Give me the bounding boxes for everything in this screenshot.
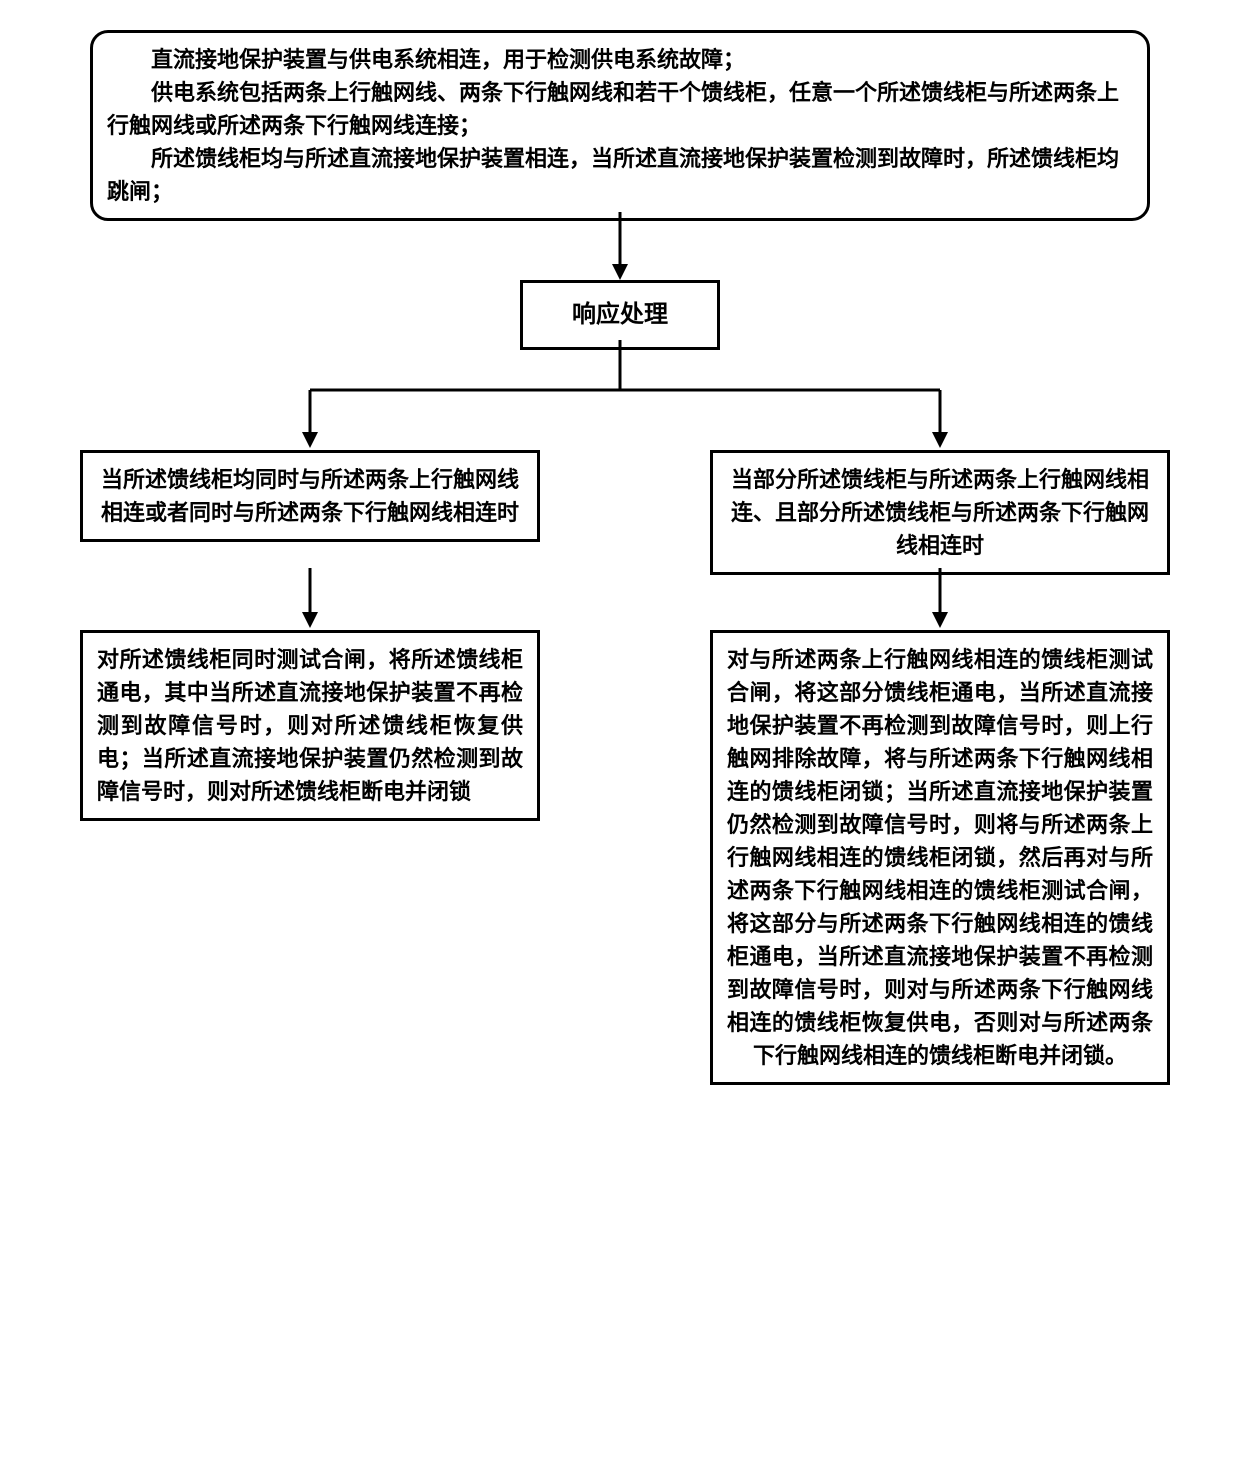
node-left-detail-text: 对所述馈线柜同时测试合闸，将所述馈线柜通电，其中当所述直流接地保护装置不再检测到… (97, 647, 523, 804)
node-right-detail-text: 对与所述两条上行触网线相连的馈线柜测试合闸，将这部分馈线柜通电，当所述直流接地保… (727, 647, 1153, 1068)
node-left-detail: 对所述馈线柜同时测试合闸，将所述馈线柜通电，其中当所述直流接地保护装置不再检测到… (80, 630, 540, 821)
node-response: 响应处理 (520, 280, 720, 350)
node-top-line1: 直流接地保护装置与供电系统相连，用于检测供电系统故障； (107, 43, 1133, 76)
node-top: 直流接地保护装置与供电系统相连，用于检测供电系统故障； 供电系统包括两条上行触网… (90, 30, 1150, 221)
node-right-detail: 对与所述两条上行触网线相连的馈线柜测试合闸，将这部分馈线柜通电，当所述直流接地保… (710, 630, 1170, 1085)
node-right-cond-text: 当部分所述馈线柜与所述两条上行触网线相连、且部分所述馈线柜与所述两条下行触网线相… (731, 467, 1149, 558)
edge-right-detail (920, 568, 960, 633)
node-left-cond-text: 当所述馈线柜均同时与所述两条上行触网线相连或者同时与所述两条下行触网线相连时 (101, 467, 519, 525)
node-top-line2: 供电系统包括两条上行触网线、两条下行触网线和若干个馈线柜，任意一个所述馈线柜与所… (107, 76, 1133, 142)
edge-left-detail (290, 568, 330, 633)
node-response-text: 响应处理 (572, 302, 668, 328)
edge-top-response (600, 212, 640, 282)
node-top-line3: 所述馈线柜均与所述直流接地保护装置相连，当所述直流接地保护装置检测到故障时，所述… (107, 142, 1133, 208)
node-left-cond: 当所述馈线柜均同时与所述两条上行触网线相连或者同时与所述两条下行触网线相连时 (80, 450, 540, 542)
node-right-cond: 当部分所述馈线柜与所述两条上行触网线相连、且部分所述馈线柜与所述两条下行触网线相… (710, 450, 1170, 575)
edge-branch (30, 340, 1210, 455)
